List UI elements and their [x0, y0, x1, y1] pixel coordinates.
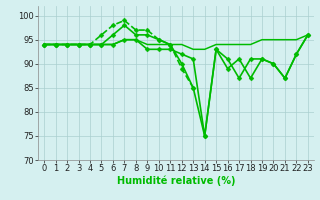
X-axis label: Humidité relative (%): Humidité relative (%) — [117, 176, 235, 186]
